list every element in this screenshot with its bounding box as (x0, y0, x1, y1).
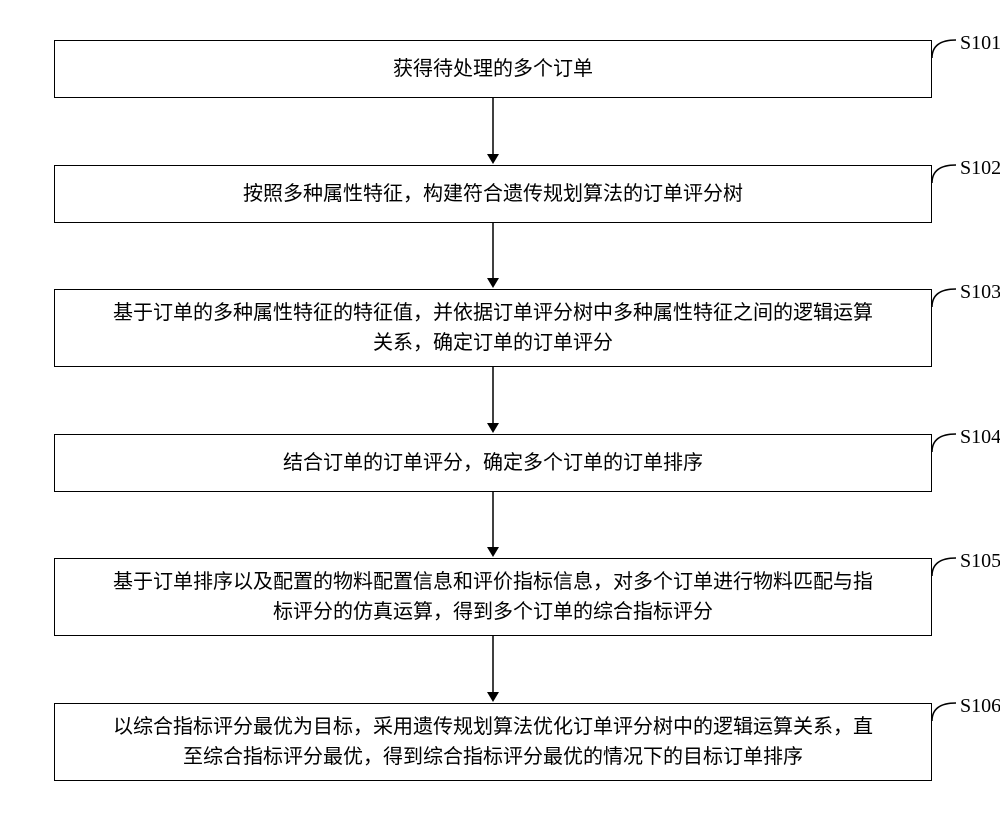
step-label-s102: S102 (960, 157, 1000, 180)
step-text: 基于订单排序以及配置的物料配置信息和评价指标信息，对多个订单进行物料匹配与指 标… (113, 567, 873, 627)
step-text: 基于订单的多种属性特征的特征值，并依据订单评分树中多种属性特征之间的逻辑运算 关… (113, 298, 873, 358)
step-label-s103: S103 (960, 281, 1000, 304)
arrow-down (478, 98, 508, 165)
arrow-down (478, 636, 508, 703)
step-label-s106: S106 (960, 695, 1000, 718)
step-label-s101: S101 (960, 32, 1000, 55)
step-label-s104: S104 (960, 426, 1000, 449)
step-label-s105: S105 (960, 550, 1000, 573)
step-box-s103: 基于订单的多种属性特征的特征值，并依据订单评分树中多种属性特征之间的逻辑运算 关… (54, 289, 932, 367)
arrow-down (478, 367, 508, 434)
arrow-down (478, 223, 508, 289)
step-box-s101: 获得待处理的多个订单 (54, 40, 932, 98)
step-text: 以综合指标评分最优为目标，采用遗传规划算法优化订单评分树中的逻辑运算关系，直 至… (113, 712, 873, 772)
step-text: 结合订单的订单评分，确定多个订单的订单排序 (283, 448, 703, 478)
step-box-s105: 基于订单排序以及配置的物料配置信息和评价指标信息，对多个订单进行物料匹配与指 标… (54, 558, 932, 636)
arrow-down (478, 492, 508, 558)
step-text: 获得待处理的多个订单 (393, 54, 593, 84)
flowchart-container: 获得待处理的多个订单 S101 按照多种属性特征，构建符合遗传规划算法的订单评分树 S… (20, 20, 1000, 799)
step-box-s106: 以综合指标评分最优为目标，采用遗传规划算法优化订单评分树中的逻辑运算关系，直 至… (54, 703, 932, 781)
step-text: 按照多种属性特征，构建符合遗传规划算法的订单评分树 (243, 179, 743, 209)
step-box-s102: 按照多种属性特征，构建符合遗传规划算法的订单评分树 (54, 165, 932, 223)
step-box-s104: 结合订单的订单评分，确定多个订单的订单排序 (54, 434, 932, 492)
